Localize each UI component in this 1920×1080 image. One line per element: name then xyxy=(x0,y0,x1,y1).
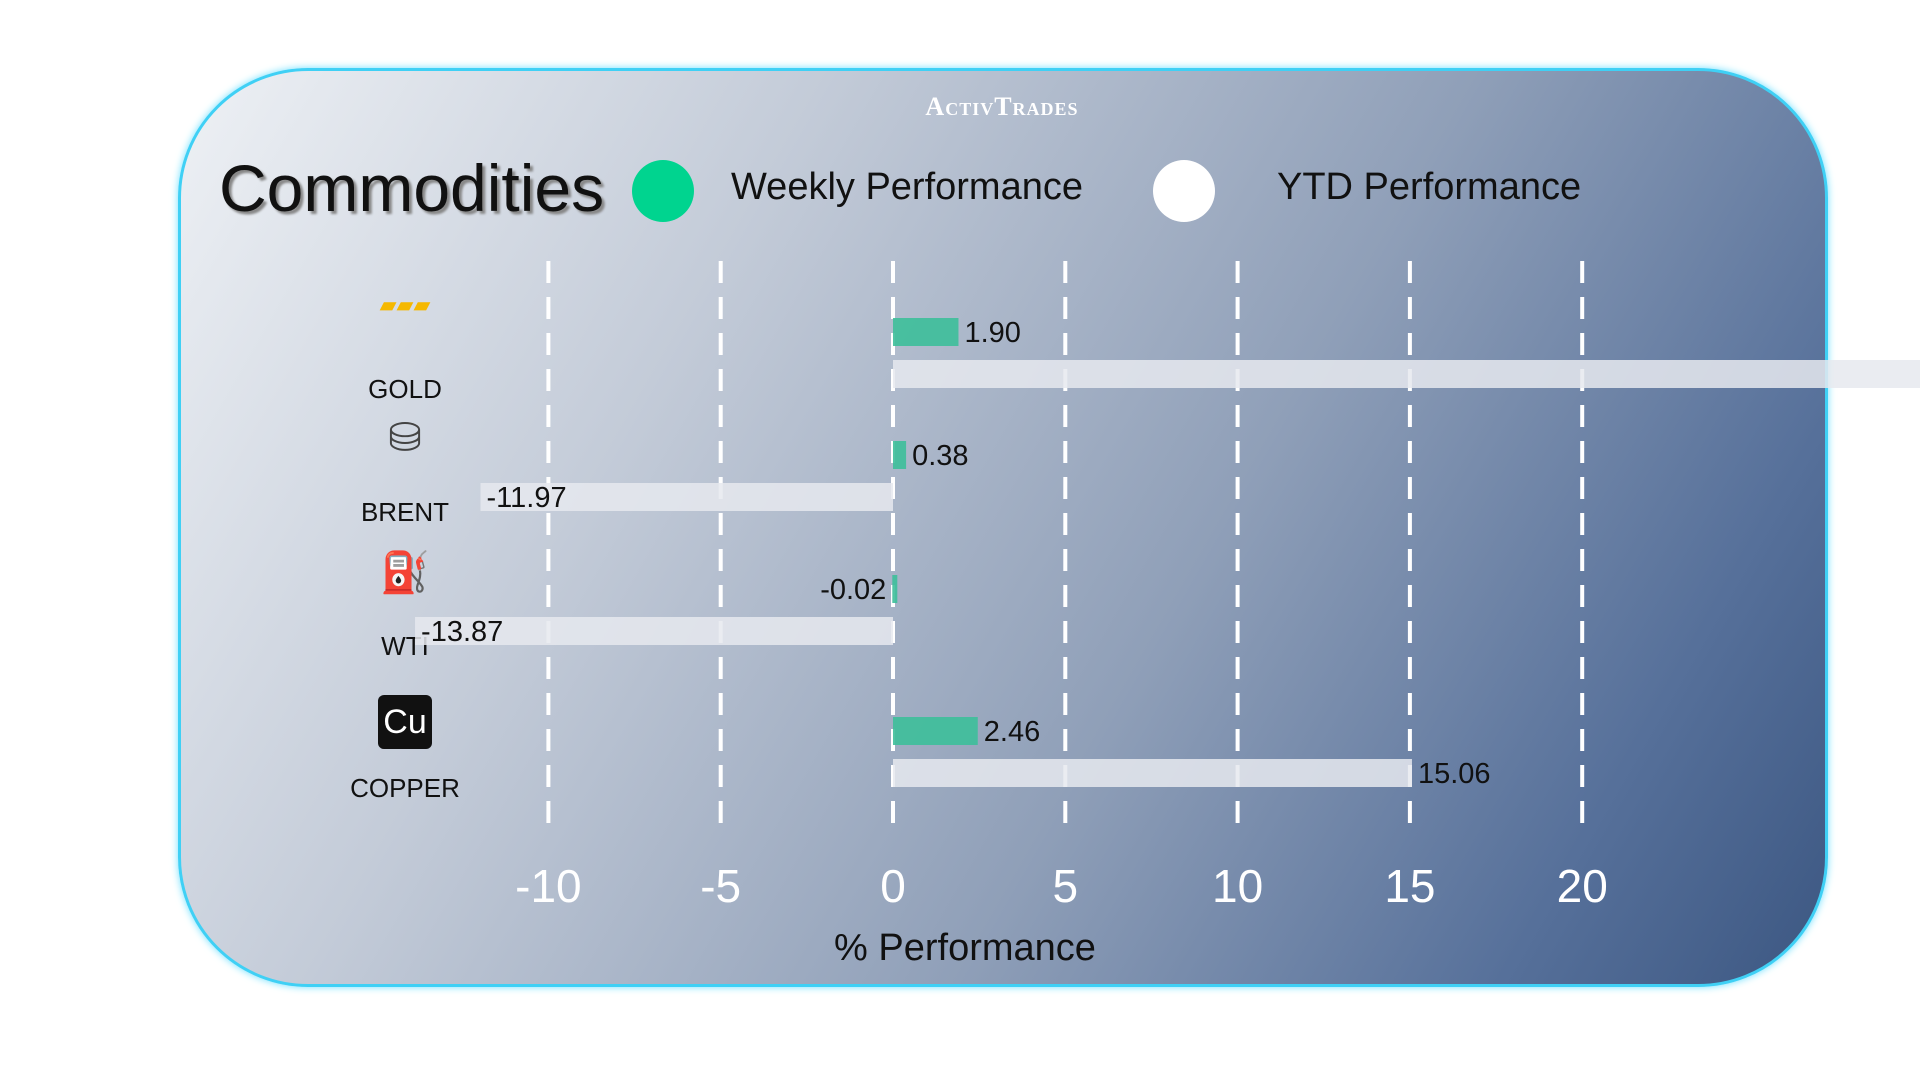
x-tick-label: 5 xyxy=(1053,860,1079,912)
bar-weekly xyxy=(892,575,898,603)
oil-barrels-icon: ⛁ xyxy=(388,416,422,460)
data-label: -0.02 xyxy=(820,574,886,606)
data-label: 2.46 xyxy=(984,716,1040,748)
bar-weekly xyxy=(893,717,978,745)
chart-card xyxy=(178,68,1828,987)
x-tick-label: -5 xyxy=(700,860,741,912)
legend-ytd-label: YTD Performance xyxy=(1277,166,1582,208)
legend-ytd-swatch xyxy=(1153,160,1215,222)
activtrades-logo: ActivTrades xyxy=(925,92,1079,121)
chart-title: Commodities xyxy=(219,151,605,225)
bar-ytd xyxy=(893,759,1412,787)
data-label: -13.87 xyxy=(421,616,503,648)
x-tick-label: 20 xyxy=(1557,860,1608,912)
category-label: BRENT xyxy=(360,497,450,527)
bar-ytd xyxy=(893,360,1920,388)
category-label: COPPER xyxy=(350,773,460,803)
x-tick-label: 15 xyxy=(1384,860,1435,912)
bar-weekly xyxy=(893,441,907,469)
x-tick-label: 0 xyxy=(880,860,906,912)
x-tick-label: -10 xyxy=(515,860,581,912)
bar-weekly xyxy=(893,318,959,346)
gold-bars-icon: ▰▰▰ xyxy=(379,292,431,317)
oil-pump-icon: ⛽ xyxy=(380,551,430,595)
data-label: 0.38 xyxy=(912,440,968,472)
x-axis-label: % Performance xyxy=(834,927,1096,969)
data-label: 1.90 xyxy=(964,317,1020,349)
copper-element-icon: Cu xyxy=(378,695,432,749)
category-label: GOLD xyxy=(368,374,442,404)
legend-weekly-swatch xyxy=(632,160,694,222)
x-tick-label: 10 xyxy=(1212,860,1263,912)
bar-ytd xyxy=(480,483,893,511)
bar-ytd xyxy=(415,617,893,645)
legend-weekly-label: Weekly Performance xyxy=(731,166,1083,208)
data-label: 15.06 xyxy=(1418,758,1491,790)
data-label: -11.97 xyxy=(487,482,567,514)
